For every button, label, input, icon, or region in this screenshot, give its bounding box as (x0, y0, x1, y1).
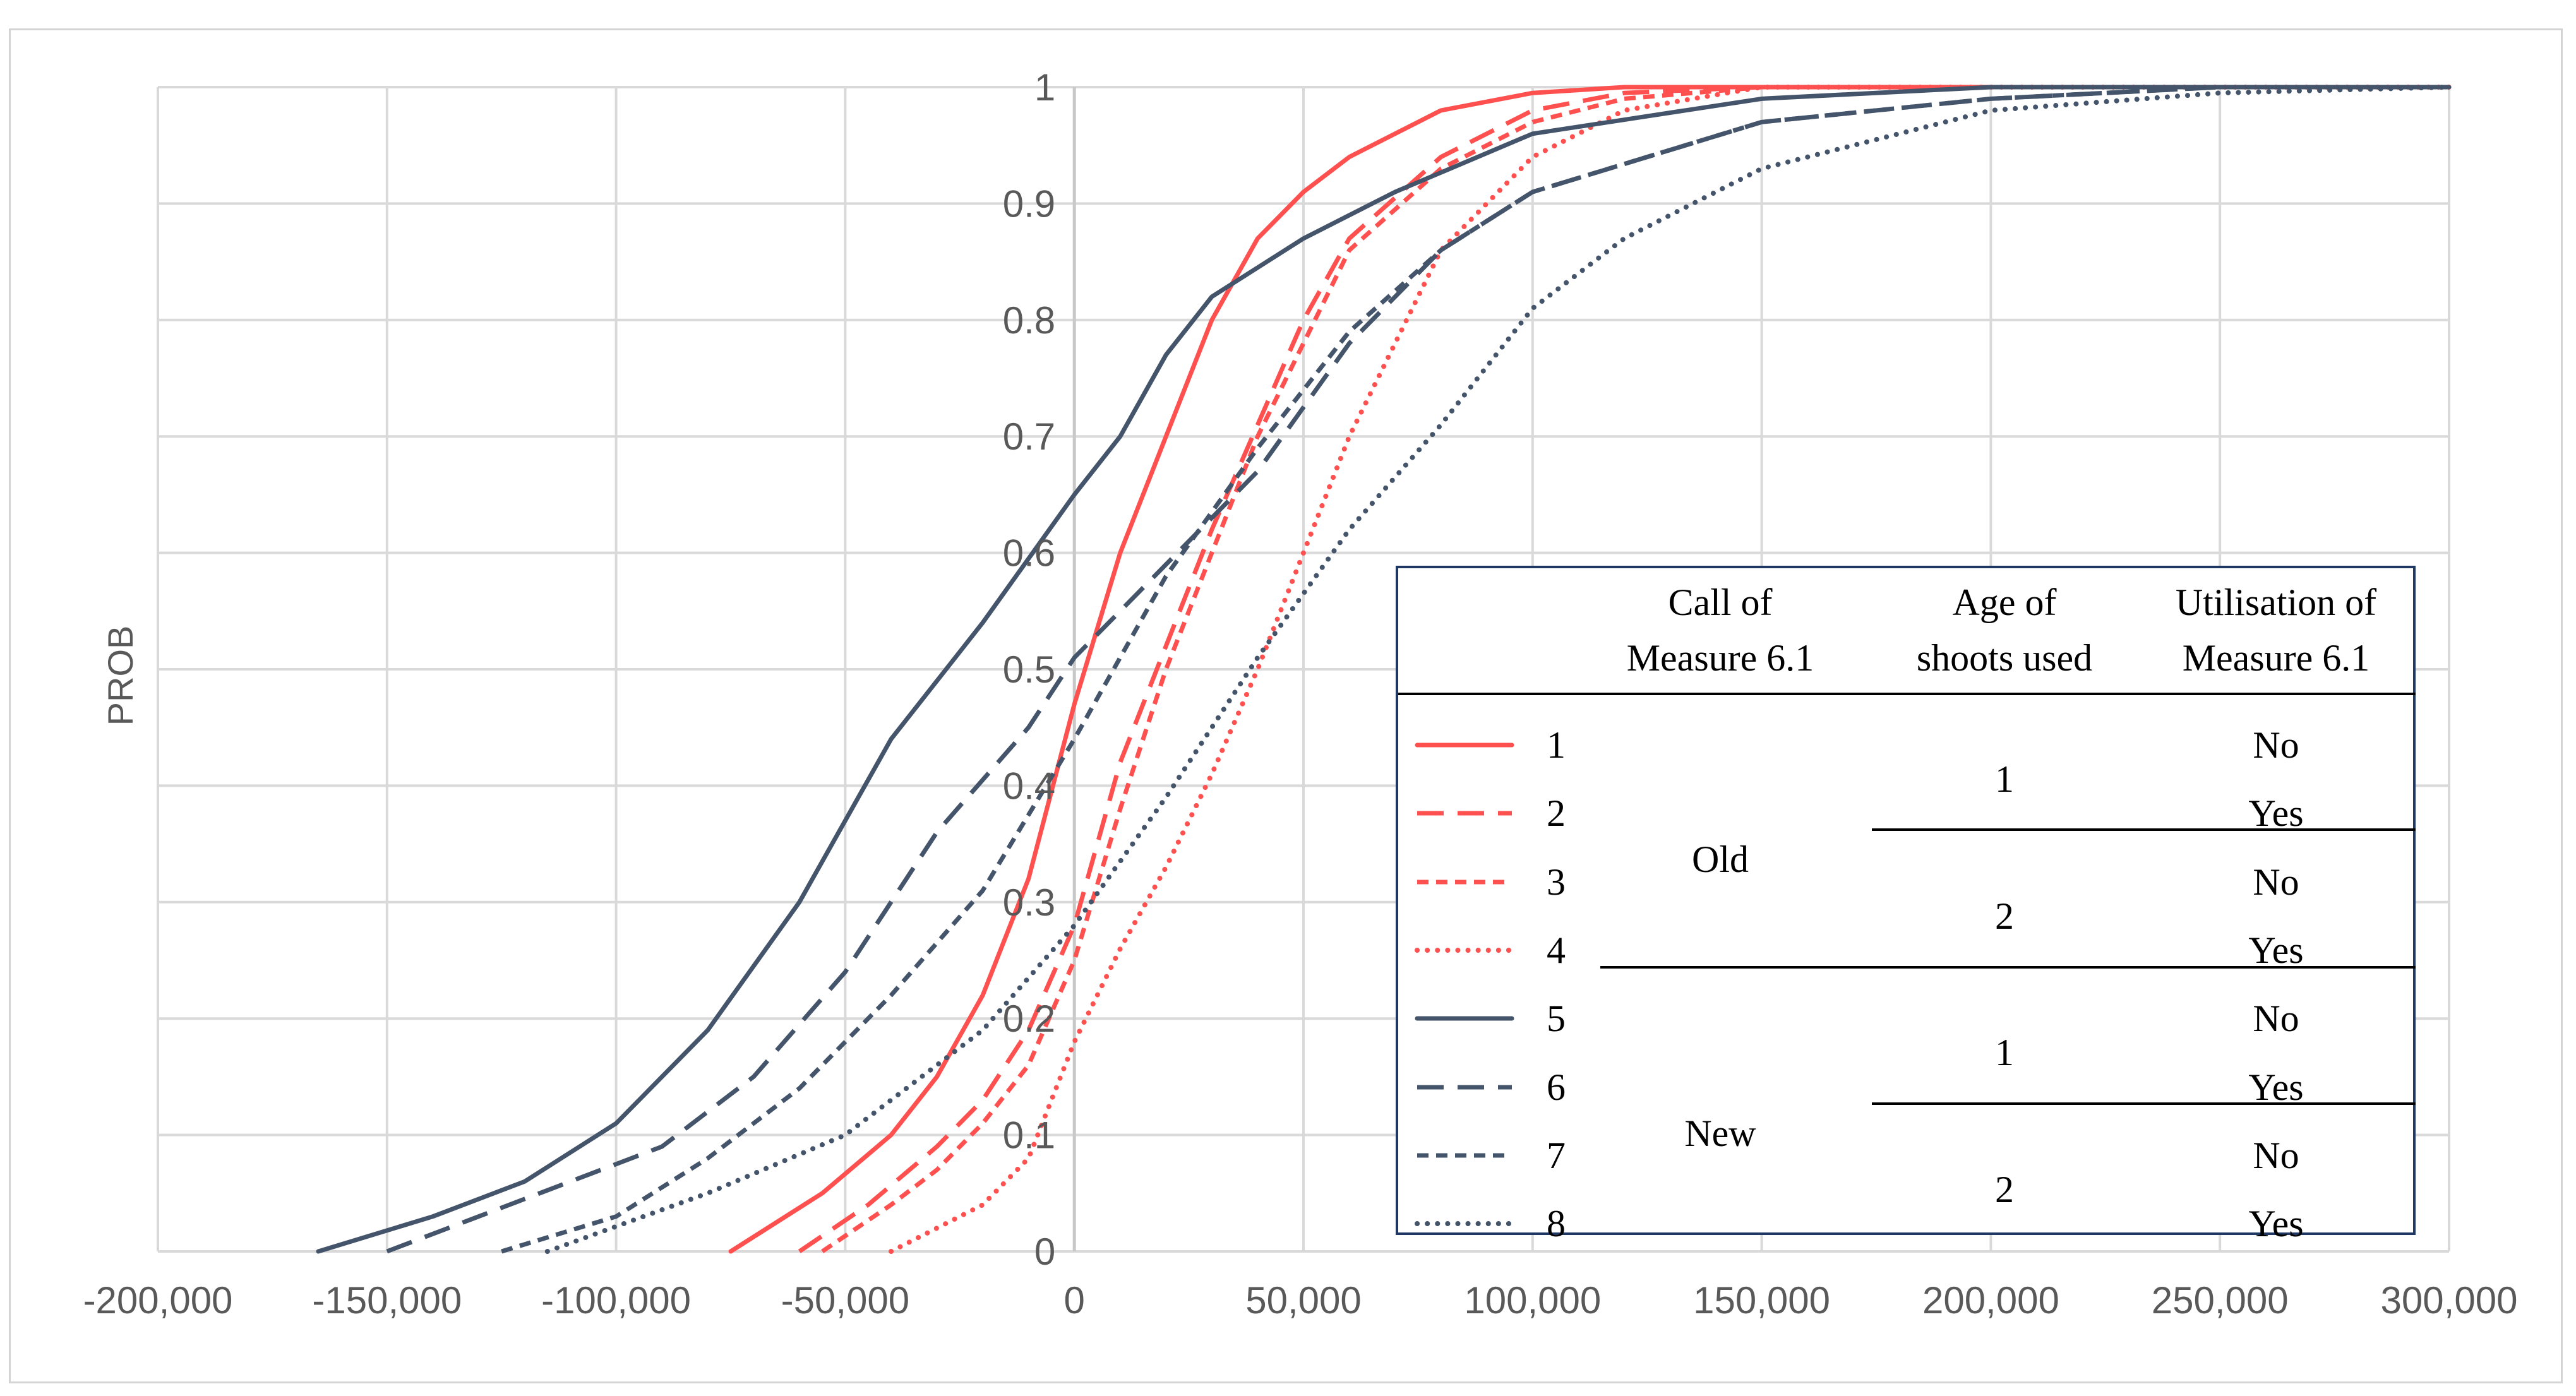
x-tick-labels: -200,000 -150,000 -100,000 -50,000 0 50,000 10… (83, 1279, 2518, 1321)
legend-rule-old-new (1600, 966, 2416, 969)
legend-swatches (1415, 743, 1514, 1226)
legend-number: 7 (1547, 1135, 1566, 1176)
legend-header-age: Age of shoots used (1878, 575, 2131, 686)
y-tick-label: 0.9 (1003, 182, 1055, 225)
legend-table: Call of Measure 6.1 Age of shoots used U… (1396, 566, 2416, 1244)
legend-number: 4 (1547, 929, 1566, 971)
x-tick-label: 0 (1064, 1279, 1085, 1321)
series-lines (316, 85, 2452, 1254)
series-line-5 (316, 85, 2452, 1254)
series-line-2 (798, 85, 2449, 1253)
x-tick-label: 250,000 (2152, 1279, 2289, 1321)
x-tick-label: -150,000 (312, 1279, 462, 1321)
series-line-8 (544, 85, 2452, 1254)
legend-utilisation: Yes (2248, 929, 2304, 971)
y-tick-label: 1 (1034, 66, 1055, 109)
y-tick-label: 0.1 (1003, 1114, 1055, 1157)
x-tick-label: 300,000 (2381, 1279, 2518, 1321)
y-axis-label: PROB (100, 626, 140, 726)
series-line-4 (889, 85, 2452, 1254)
legend-utilisation: Yes (2248, 1066, 2304, 1108)
y-tick-label: 0.2 (1003, 998, 1055, 1040)
legend-number: 2 (1547, 792, 1566, 834)
legend-header-age-l2: shoots used (1916, 637, 2093, 679)
legend-utilisation: No (2253, 724, 2299, 766)
legend-header-utilisation: Utilisation of Measure 6.1 (2143, 575, 2409, 686)
y-tick-label: 0.3 (1003, 881, 1055, 924)
y-tick-label: 0.6 (1003, 532, 1055, 575)
legend-header-call: Call of Measure 6.1 (1607, 575, 1834, 686)
chart-frame (9, 28, 2563, 1383)
legend-number: 3 (1547, 861, 1566, 903)
x-tick-label: -100,000 (541, 1279, 691, 1321)
legend-age: 2 (1995, 895, 2014, 937)
legend-utilisation: No (2253, 1135, 2299, 1176)
series-line-7 (501, 85, 2449, 1254)
legend-header-util-l2: Measure 6.1 (2182, 637, 2370, 679)
series-line-6 (386, 85, 2449, 1254)
x-tick-label: 200,000 (1922, 1279, 2059, 1321)
series-line-1 (728, 85, 2452, 1254)
y-tick-labels: 0 0.1 0.2 0.3 0.4 0.5 0.6 0.7 0.8 0.9 1 (1003, 66, 1055, 1273)
x-tick-label: 50,000 (1245, 1279, 1362, 1321)
x-tick-label: -50,000 (781, 1279, 910, 1321)
legend-header-age-l1: Age of (1952, 582, 2057, 623)
legend-number: 1 (1547, 724, 1566, 766)
x-tick-label: 100,000 (1464, 1279, 1601, 1321)
legend-utilisation: Yes (2248, 792, 2304, 834)
series-line-3 (821, 85, 2449, 1253)
y-tick-label: 0.4 (1003, 765, 1055, 807)
legend-rule-old-age (1872, 828, 2416, 831)
y-tick-label: 0.5 (1003, 648, 1055, 691)
legend-header-util-l1: Utilisation of (2175, 582, 2377, 623)
x-tick-label: -200,000 (83, 1279, 233, 1321)
y-tick-label: 0 (1034, 1231, 1055, 1273)
legend-age: 1 (1995, 1032, 2014, 1073)
x-tick-label: 150,000 (1693, 1279, 1830, 1321)
y-tick-label: 0.7 (1003, 415, 1055, 458)
legend-utilisation: No (2253, 998, 2299, 1039)
legend-header-call-l2: Measure 6.1 (1626, 637, 1814, 679)
legend-utilisation: Yes (2248, 1203, 2304, 1244)
legend-number: 5 (1547, 998, 1566, 1039)
legend-number: 8 (1547, 1203, 1566, 1244)
y-tick-label: 0.8 (1003, 299, 1055, 342)
legend-call-new: New (1684, 1113, 1756, 1154)
legend-utilisation: No (2253, 861, 2299, 903)
legend-header-call-l1: Call of (1668, 582, 1773, 623)
legend-age: 2 (1995, 1169, 2014, 1210)
legend-call-old: Old (1692, 838, 1749, 880)
legend-rule-new-age (1872, 1102, 2416, 1105)
legend-age: 1 (1995, 758, 2014, 800)
legend-number: 6 (1547, 1066, 1566, 1108)
legend-header-rule (1398, 693, 2416, 695)
